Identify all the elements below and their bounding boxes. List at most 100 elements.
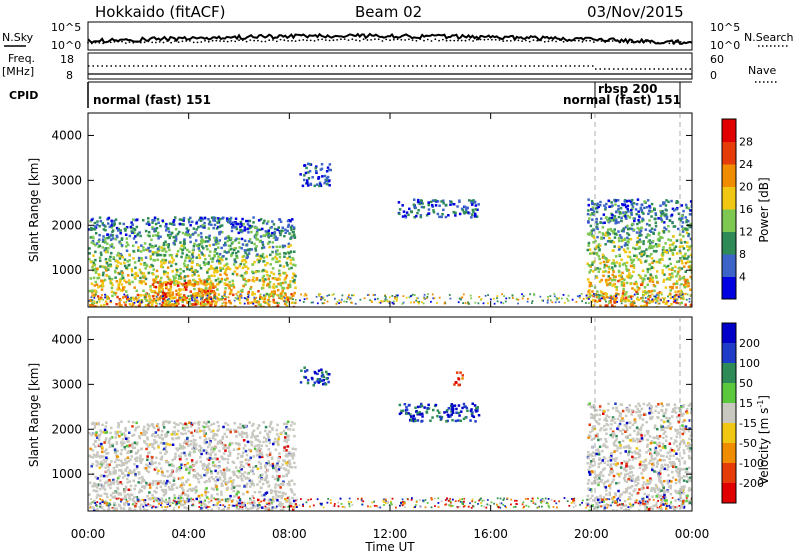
echo-pixel [413, 206, 416, 209]
echo-pixel [616, 301, 619, 303]
echo-pixel [197, 302, 200, 305]
echo-pixel [151, 227, 154, 230]
echo-pixel [267, 293, 271, 296]
echo-pixel [629, 264, 633, 268]
echo-pixel [643, 286, 647, 289]
echo-pixel [161, 219, 164, 222]
echo-pixel [279, 505, 282, 508]
echo-pixel [289, 262, 292, 265]
echo-pixel [105, 294, 108, 297]
echo-pixel [208, 234, 211, 238]
echo-pixel [307, 177, 311, 180]
echo-pixel [213, 274, 216, 278]
echo-pixel [220, 246, 223, 250]
echo-pixel [193, 487, 197, 490]
echo-pixel [595, 276, 599, 279]
echo-pixel [248, 238, 252, 241]
echo-pixel [416, 301, 419, 303]
echo-pixel [681, 261, 684, 265]
echo-pixel [250, 248, 253, 251]
echo-pixel [657, 302, 660, 305]
echo-pixel [432, 209, 435, 212]
echo-pixel [154, 244, 157, 247]
echo-pixel [135, 496, 139, 499]
echo-pixel [258, 455, 261, 459]
echo-pixel [318, 184, 321, 188]
echo-pixel [258, 240, 262, 243]
echo-pixel [291, 295, 294, 297]
echo-pixel [275, 490, 278, 493]
echo-pixel [448, 294, 451, 296]
echo-pixel [657, 233, 661, 236]
echo-pixel [290, 228, 293, 231]
echo-pixel [621, 263, 625, 266]
echo-pixel [648, 255, 651, 258]
echo-pixel [237, 452, 240, 456]
echo-pixel [685, 285, 688, 288]
echo-pixel [178, 494, 181, 498]
echo-pixel [181, 476, 184, 479]
echo-pixel [575, 301, 578, 303]
echo-pixel [166, 275, 169, 278]
echo-pixel [611, 266, 614, 269]
echo-pixel [621, 292, 625, 295]
echo-pixel [652, 245, 656, 248]
echo-pixel [281, 245, 285, 249]
echo-pixel [688, 245, 691, 249]
echo-pixel [604, 231, 608, 235]
echo-pixel [259, 303, 262, 306]
echo-pixel [244, 424, 247, 427]
echo-pixel [624, 293, 627, 296]
echo-pixel [180, 484, 183, 487]
echo-pixel [277, 460, 280, 463]
echo-pixel [98, 462, 101, 466]
echo-pixel [276, 260, 280, 263]
echo-pixel [200, 288, 203, 291]
echo-pixel [122, 476, 125, 479]
echo-pixel [241, 243, 245, 246]
echo-pixel [657, 296, 660, 300]
echo-pixel [261, 227, 264, 231]
echo-pixel [258, 440, 262, 443]
echo-pixel [170, 264, 173, 268]
echo-pixel [140, 282, 144, 285]
echo-pixel [130, 300, 133, 302]
echo-pixel [198, 218, 201, 222]
noise-search-dot [608, 40, 610, 42]
echo-pixel [202, 282, 205, 286]
echo-pixel [114, 237, 118, 241]
echo-pixel [145, 463, 148, 467]
echo-pixel [188, 468, 192, 471]
echo-pixel [427, 212, 430, 215]
echo-pixel [281, 286, 284, 290]
echo-pixel [199, 500, 202, 504]
echo-pixel [197, 423, 201, 426]
echo-pixel [256, 300, 258, 302]
echo-pixel [172, 281, 176, 285]
echo-pixel [155, 491, 158, 494]
echo-pixel [192, 438, 196, 442]
echo-pixel [215, 476, 218, 479]
echo-pixel [232, 284, 235, 287]
echo-pixel [186, 274, 190, 278]
y-tick-label: 2000 [51, 218, 82, 232]
echo-pixel [164, 261, 167, 264]
echo-pixel [305, 294, 308, 297]
echo-pixel [648, 279, 652, 283]
echo-pixel [260, 494, 263, 497]
echo-pixel [223, 294, 225, 297]
echo-pixel [203, 432, 206, 435]
nave-tick-bottom: 0 [710, 69, 717, 82]
echo-pixel [622, 211, 625, 214]
echo-pixel [125, 226, 129, 229]
echo-pixel [132, 479, 135, 483]
noise-search-dot [98, 41, 101, 44]
echo-pixel [267, 436, 270, 439]
echo-pixel [98, 433, 102, 437]
echo-pixel [308, 169, 312, 173]
echo-pixel [609, 299, 612, 303]
echo-pixel [449, 203, 452, 206]
echo-pixel [441, 213, 444, 216]
echo-pixel [189, 439, 193, 443]
echo-pixel [109, 437, 112, 440]
